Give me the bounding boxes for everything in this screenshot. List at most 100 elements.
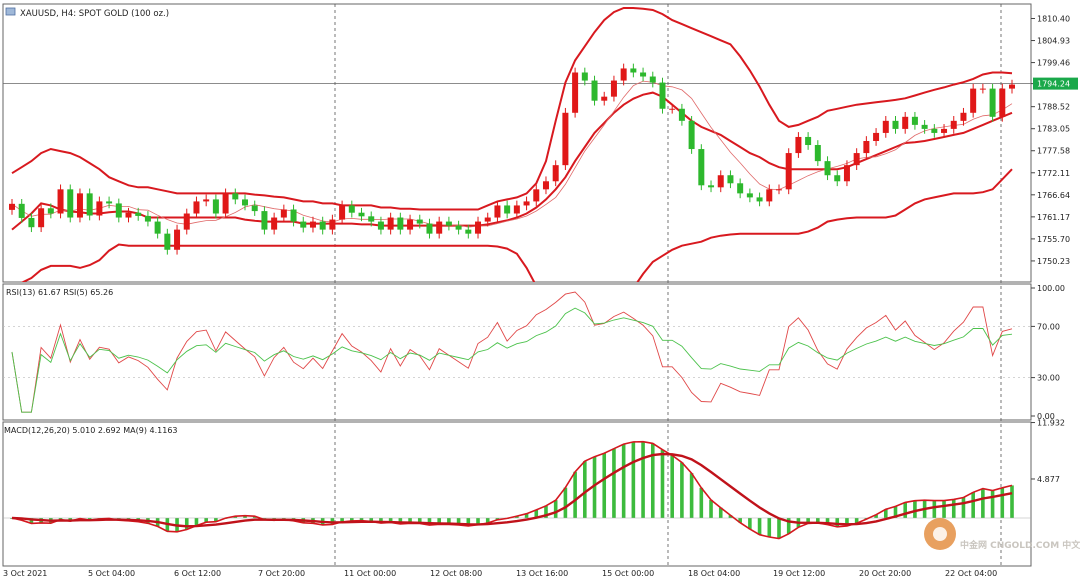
macd-histogram-bar xyxy=(340,518,344,522)
candle-body xyxy=(18,203,25,218)
candle-body xyxy=(407,219,414,230)
candle-body xyxy=(504,205,511,214)
time-tick-label: 20 Oct 20:00 xyxy=(859,569,911,578)
candle-body xyxy=(669,108,676,110)
rsi-tick-label: 30.00 xyxy=(1037,374,1060,383)
candle-body xyxy=(678,108,685,121)
macd-histogram-bar xyxy=(243,515,247,518)
macd-histogram-bar xyxy=(670,455,674,518)
candle-body xyxy=(106,201,113,204)
candle-body xyxy=(494,205,501,218)
candle-body xyxy=(174,229,181,250)
time-tick-label: 12 Oct 08:00 xyxy=(430,569,482,578)
candle-body xyxy=(232,193,239,200)
time-tick-label: 3 Oct 2021 xyxy=(3,569,47,578)
candle-body xyxy=(572,72,579,113)
macd-histogram-bar xyxy=(408,518,412,524)
candle-body xyxy=(96,201,103,216)
macd-histogram-bar xyxy=(573,471,577,518)
candle-body xyxy=(882,120,889,133)
rsi-tick-label: 70.00 xyxy=(1037,322,1060,331)
price-tick-label: 1750.23 xyxy=(1037,257,1070,266)
candle-body xyxy=(873,132,880,141)
candle-body xyxy=(261,211,268,230)
macd-histogram-bar xyxy=(874,514,878,518)
macd-histogram-bar xyxy=(845,518,849,526)
candle-body xyxy=(251,205,258,212)
macd-histogram-bar xyxy=(767,518,772,537)
rsi-slow-line xyxy=(11,307,1013,413)
candle-body xyxy=(76,193,83,218)
watermark: 中金网 CNGOLD.COM 中文财经新媒体 xyxy=(960,539,1080,551)
macd-histogram-bar xyxy=(786,518,791,534)
candle-body xyxy=(979,88,986,90)
macd-histogram-bar xyxy=(883,509,888,518)
macd-histogram-bar xyxy=(524,513,529,518)
chart-icon xyxy=(5,7,16,16)
candle-body xyxy=(620,68,627,81)
candle-body xyxy=(319,221,326,230)
macd-histogram-bar xyxy=(942,500,946,518)
macd-histogram-bar xyxy=(466,518,471,526)
candle-body xyxy=(387,217,394,230)
candle-body xyxy=(630,68,637,73)
price-tick-label: 1755.70 xyxy=(1037,235,1070,244)
candle-body xyxy=(581,72,588,81)
rsi-tick-label: 100.00 xyxy=(1037,284,1065,293)
macd-histogram-bar xyxy=(233,516,238,518)
candle-body xyxy=(834,175,841,182)
candle-body xyxy=(601,96,608,101)
macd-histogram-bar xyxy=(816,518,820,523)
macd-histogram-bar xyxy=(194,518,199,526)
candle-body xyxy=(562,112,569,166)
time-tick-label: 13 Oct 16:00 xyxy=(516,569,568,578)
macd-tick-label: 4.877 xyxy=(1037,475,1060,484)
candle-body xyxy=(368,216,375,222)
price-tick-label: 1766.64 xyxy=(1037,191,1070,200)
macd-histogram-bar xyxy=(476,518,480,525)
candle-body xyxy=(348,205,355,213)
candle-body xyxy=(445,221,452,226)
time-tick-label: 11 Oct 00:00 xyxy=(344,569,396,578)
candle-body xyxy=(843,165,850,182)
watermark-logo-inner-icon xyxy=(933,527,947,541)
candle-body xyxy=(154,221,161,234)
macd-histogram-bar xyxy=(592,456,597,518)
candle-body xyxy=(193,201,200,214)
candle-body xyxy=(455,225,462,230)
macd-histogram-bar xyxy=(252,516,257,518)
rsi-pane-frame xyxy=(2,283,1032,421)
price-pane-frame xyxy=(2,3,1032,283)
candle-body xyxy=(309,221,316,228)
macd-histogram-bar xyxy=(612,448,616,518)
candle-body xyxy=(280,209,287,218)
moving-average-thin xyxy=(11,80,1013,228)
macd-histogram-bar xyxy=(961,497,966,518)
candle-body xyxy=(164,233,171,250)
current-price-label: 1794.24 xyxy=(1037,80,1070,89)
macd-histogram-bar xyxy=(534,509,539,518)
candle-body xyxy=(911,116,918,125)
macd-histogram-bar xyxy=(728,515,733,518)
candle-body xyxy=(339,205,346,220)
candle-body xyxy=(397,217,404,230)
macd-histogram-bar xyxy=(903,502,908,518)
macd-histogram-bar xyxy=(553,500,558,518)
macd-tick-label: 11.932 xyxy=(1037,419,1065,428)
time-tick-label: 6 Oct 12:00 xyxy=(174,569,221,578)
macd-histogram-bar xyxy=(660,449,665,518)
candle-body xyxy=(475,221,482,234)
macd-histogram-bar xyxy=(417,518,422,524)
candle-body xyxy=(377,221,384,230)
macd-histogram-bar xyxy=(718,507,723,518)
candle-body xyxy=(86,193,93,216)
candle-body xyxy=(649,76,656,83)
macd-histogram-bar xyxy=(398,518,403,524)
candle-body xyxy=(688,120,695,150)
rsi-fast-line xyxy=(11,291,1013,413)
price-tick-label: 1761.17 xyxy=(1037,213,1070,222)
candle-body xyxy=(513,205,520,214)
macd-histogram-bar xyxy=(806,518,810,524)
candle-body xyxy=(542,181,549,190)
candle-body xyxy=(902,116,909,129)
